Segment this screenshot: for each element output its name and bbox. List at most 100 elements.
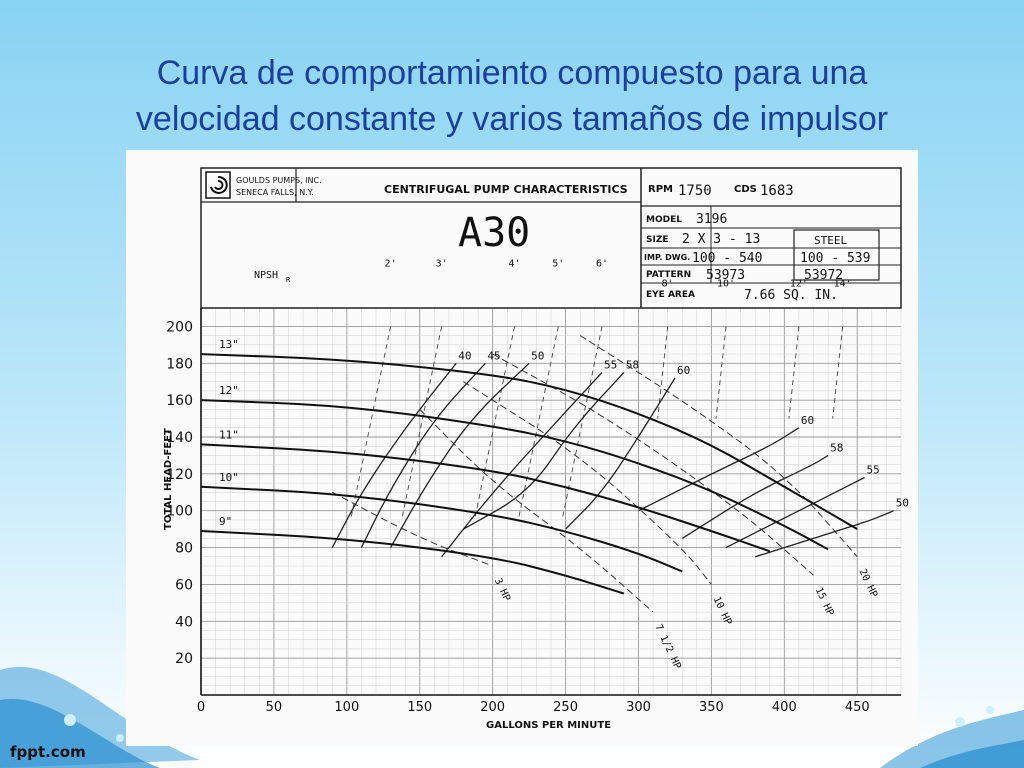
- efficiency-label: 55: [604, 359, 617, 372]
- npsh-line: [517, 326, 559, 521]
- x-tick-label: 350: [699, 700, 724, 715]
- x-tick-label: 400: [772, 700, 797, 715]
- imp-dwg-label: IMP. DWG.: [644, 253, 690, 262]
- x-axis-label: GALLONS PER MINUTE: [486, 720, 611, 731]
- npsh-value-label: 12': [790, 278, 808, 289]
- y-tick-label: 60: [175, 577, 193, 593]
- npsh-line: [657, 326, 669, 419]
- npsh-value-label: 6': [596, 258, 608, 269]
- efficiency-label: 60: [677, 364, 690, 377]
- efficiency-curve: [463, 372, 625, 530]
- npsh-line: [788, 326, 800, 419]
- eye-area-value: 7.66 SQ. IN.: [744, 288, 838, 303]
- pattern-value-2: 53972: [804, 268, 843, 283]
- goulds-logo: [205, 171, 231, 199]
- impeller-curve: [200, 399, 829, 551]
- y-tick-label: 160: [166, 393, 193, 409]
- hp-label: 20 HP: [857, 567, 880, 599]
- impeller-curve: [200, 530, 625, 595]
- impeller-curve: [200, 443, 771, 553]
- npsh-line: [474, 326, 515, 521]
- pump-curve-chart: GOULDS PUMPS, INC. SENECA FALLS, N.Y. CE…: [126, 150, 918, 746]
- chart-canvas: GOULDS PUMPS, INC. SENECA FALLS, N.Y. CE…: [163, 167, 909, 731]
- efficiency-curve: [755, 510, 894, 558]
- curve-number: A30: [458, 210, 530, 256]
- impeller-curve: [200, 485, 683, 573]
- npsh-value-label: 10': [717, 278, 735, 289]
- material-value: STEEL: [814, 234, 847, 247]
- size-label: SIZE: [646, 235, 669, 245]
- npsh-subscript: R: [286, 276, 291, 284]
- y-axis-label: TOTAL HEAD-FEET: [163, 428, 174, 530]
- slide-title: Curva de comportamiento compuesto para u…: [40, 50, 984, 142]
- x-tick-label: 0: [197, 700, 205, 715]
- x-tick-label: 450: [845, 700, 870, 715]
- impeller-label: 12": [219, 384, 239, 397]
- y-tick-label: 80: [175, 541, 193, 557]
- npsh-value-label: 2': [385, 258, 397, 269]
- cds-value: 1683: [760, 183, 794, 199]
- size-value: 2 X 3 - 13: [682, 232, 760, 247]
- slide-title-line-1: Curva de comportamiento compuesto para u…: [156, 54, 868, 92]
- efficiency-label: 50: [531, 349, 544, 362]
- y-tick-label: 40: [175, 614, 193, 630]
- x-tick-label: 300: [626, 700, 651, 715]
- efficiency-curve: [390, 362, 530, 548]
- npsh-value-label: 4': [509, 258, 521, 269]
- efficiency-curves: 40 45 50 55 58 60 60 58 55 50: [331, 349, 909, 558]
- eye-area-label: EYE AREA: [646, 290, 695, 300]
- axes: [200, 308, 901, 696]
- y-tick-label: 100: [166, 504, 193, 520]
- impeller-label: 13": [219, 338, 239, 351]
- y-tick-label: 180: [166, 356, 193, 372]
- npsh-value-label: 14': [834, 278, 852, 289]
- efficiency-curve: [638, 427, 800, 512]
- impeller-label: 11": [219, 428, 239, 441]
- hp-curve: [463, 381, 712, 585]
- pattern-label: PATTERN: [646, 270, 691, 280]
- y-tick-label: 120: [166, 467, 193, 483]
- x-tick-label: 100: [334, 700, 359, 715]
- slide-title-line-2: velocidad constante y varios tamaños de …: [135, 100, 889, 138]
- efficiency-label: 58: [626, 359, 639, 372]
- npsh-line: [401, 326, 443, 521]
- npsh-value-label: 3': [436, 258, 448, 269]
- x-tick-label: 200: [480, 700, 505, 715]
- rpm-label: RPM: [648, 184, 673, 195]
- impeller-curve: [200, 353, 858, 530]
- hp-curve: [419, 409, 654, 613]
- npsh-value-label: 5': [552, 258, 564, 269]
- company-line-1: GOULDS PUMPS, INC.: [236, 176, 322, 185]
- impeller-label: 9": [219, 515, 232, 528]
- cds-label: CDS: [734, 184, 757, 195]
- tick-labels: 0 50 100 150 200 250 300 350 400 450 20 40 60 80 100 12…: [166, 319, 869, 715]
- efficiency-curve: [360, 362, 486, 548]
- efficiency-curve: [565, 377, 676, 530]
- efficiency-label: 60: [801, 414, 814, 427]
- impeller-curves: 13" 12" 11" 10" 9": [200, 338, 858, 595]
- chart-grid: [200, 308, 902, 696]
- hp-curve: [579, 335, 858, 558]
- y-tick-label: 140: [166, 430, 193, 446]
- footer-brand: fppt.com: [10, 743, 86, 761]
- x-tick-label: 150: [407, 700, 432, 715]
- imp-dwg-value-2: 100 - 539: [800, 251, 870, 266]
- model-label: MODEL: [646, 215, 682, 225]
- efficiency-curve: [681, 454, 829, 539]
- company-line-2: SENECA FALLS, N.Y.: [236, 188, 314, 197]
- x-tick-label: 250: [553, 700, 578, 715]
- y-tick-label: 200: [166, 319, 193, 335]
- npsh-line: [350, 326, 392, 521]
- npsh-label: NPSH: [254, 270, 278, 281]
- efficiency-label: 40: [458, 349, 471, 362]
- efficiency-label: 45: [487, 349, 500, 362]
- efficiency-label: 50: [896, 497, 909, 510]
- npsh-lines: 2' 3' 4' 5' 6' 8' 10' 12' 14': [350, 258, 852, 521]
- pattern-value: 53973: [706, 268, 745, 283]
- npsh-line: [832, 326, 844, 419]
- npsh-value-label: 8': [662, 278, 674, 289]
- hp-label: 3 HP: [492, 577, 512, 603]
- hp-curve: [492, 353, 814, 576]
- model-value: 3196: [696, 212, 727, 227]
- npsh-line: [715, 326, 727, 419]
